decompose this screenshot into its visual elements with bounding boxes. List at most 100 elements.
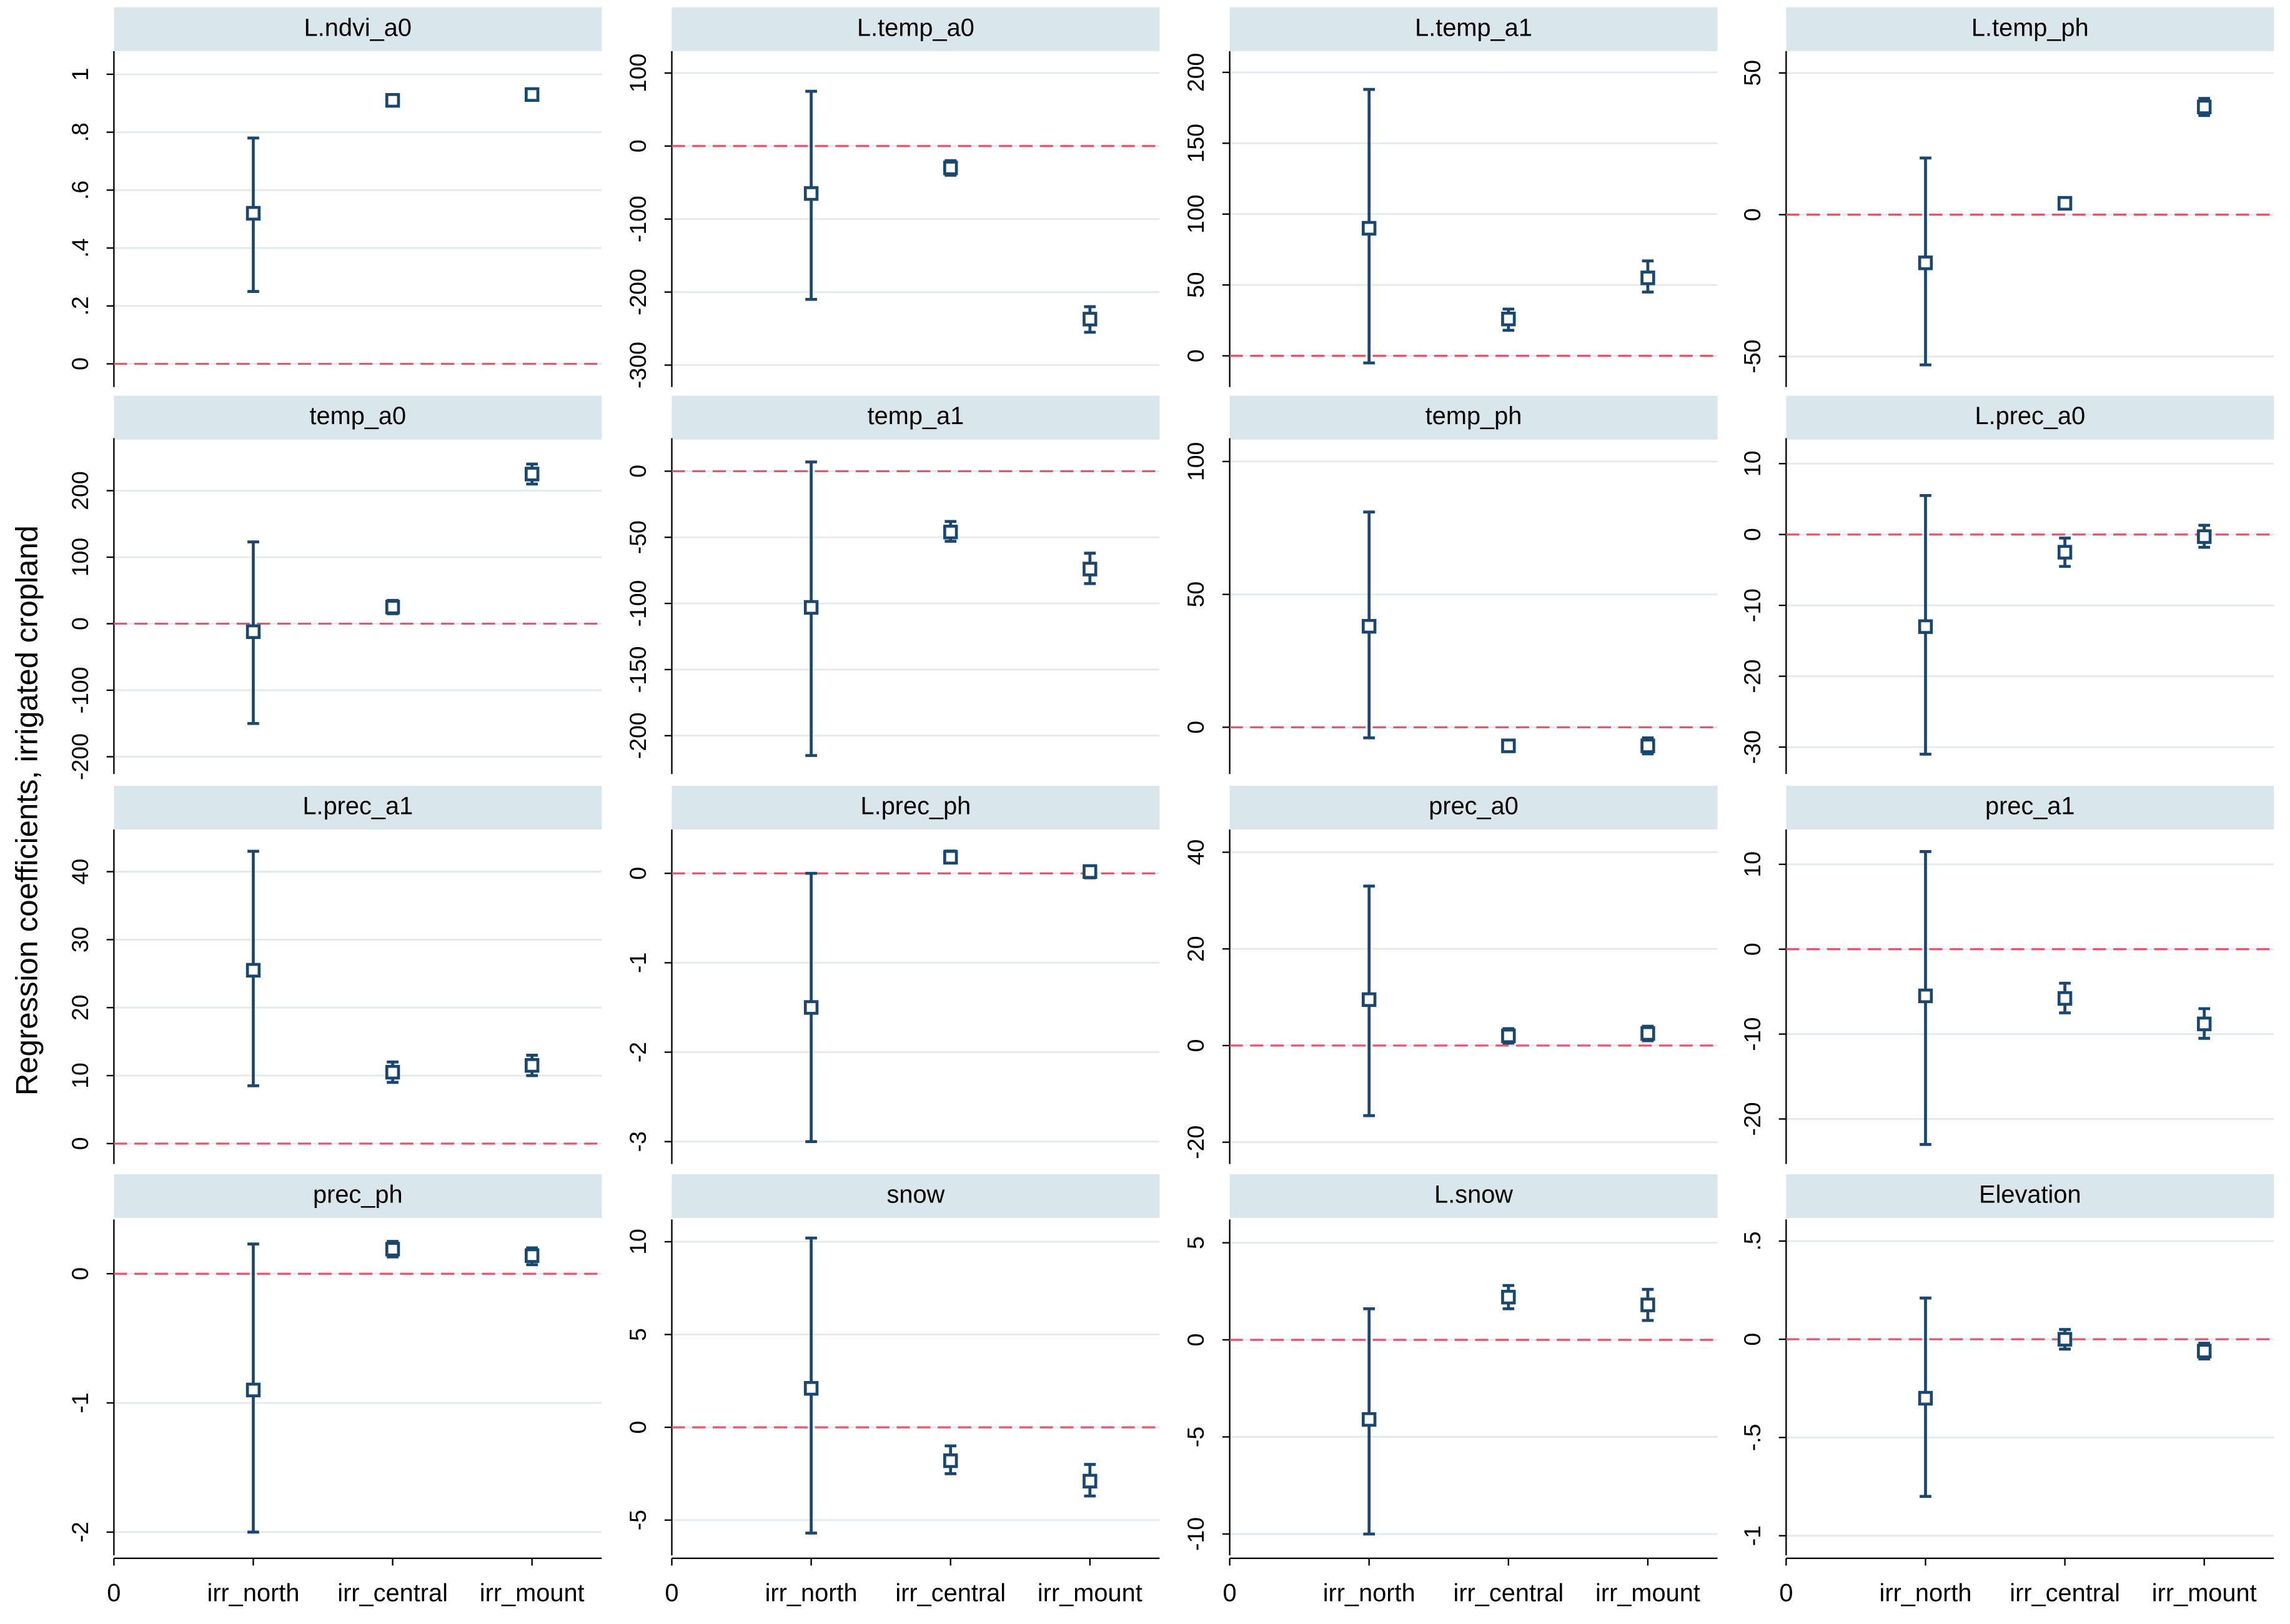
panel-title: L.prec_ph xyxy=(861,792,971,819)
panel-header xyxy=(114,785,602,830)
y-tick-label: 0 xyxy=(1182,1039,1209,1052)
point xyxy=(1501,1289,1516,1305)
y-tick-label: -5 xyxy=(625,1510,651,1530)
point xyxy=(1640,1026,1655,1041)
y-tick-label: 0 xyxy=(625,867,651,880)
y-tick-label: 10 xyxy=(1739,851,1765,878)
point xyxy=(1640,270,1655,285)
panel-header xyxy=(1786,395,2274,440)
panel-title: L.prec_a1 xyxy=(302,792,413,819)
panel-title: prec_a0 xyxy=(1429,792,1519,819)
y-tick-label: -50 xyxy=(625,520,651,554)
y-tick-label: -2 xyxy=(625,1042,651,1062)
y-tick-label: -100 xyxy=(67,667,93,714)
point xyxy=(525,1057,540,1073)
y-tick-label: -2 xyxy=(67,1522,93,1542)
y-tick-label: -100 xyxy=(625,580,651,627)
panel-title: prec_a1 xyxy=(1985,792,2075,819)
y-tick-label: .2 xyxy=(67,296,93,315)
x-tick-label: irr_north xyxy=(1880,1580,1972,1607)
y-tick-label: -5 xyxy=(1182,1427,1209,1447)
y-tick-label: -3 xyxy=(625,1131,651,1152)
point xyxy=(385,92,400,108)
point xyxy=(1640,1297,1655,1312)
panel-header xyxy=(672,395,1160,440)
y-tick-label: 0 xyxy=(1182,349,1209,362)
panel-header xyxy=(672,7,1160,51)
point xyxy=(943,161,958,176)
y-tick-label: -200 xyxy=(67,733,93,780)
y-tick-label: 0 xyxy=(67,1137,93,1150)
panel-header xyxy=(672,785,1160,830)
point xyxy=(2197,99,2212,114)
y-tick-label: 0 xyxy=(625,465,651,478)
y-tick-label: 100 xyxy=(67,538,93,577)
y-tick-label: -200 xyxy=(625,269,651,315)
y-tick-label: 0 xyxy=(67,357,93,370)
y-tick-label: 100 xyxy=(1182,195,1209,234)
y-axis-title: Regression coefficients, irrigated cropl… xyxy=(11,525,44,1096)
point xyxy=(1083,864,1098,879)
y-tick-label: 40 xyxy=(67,859,93,885)
y-tick-label: -20 xyxy=(1739,660,1765,693)
x-tick-label: irr_mount xyxy=(480,1580,585,1607)
y-tick-label: 10 xyxy=(67,1062,93,1089)
y-tick-label: 0 xyxy=(67,1267,93,1280)
point xyxy=(1918,255,1933,270)
x-tick-label: irr_north xyxy=(765,1580,858,1607)
panel-title: L.temp_ph xyxy=(1971,14,2089,41)
point xyxy=(1362,618,1377,634)
y-tick-label: -1 xyxy=(1739,1525,1765,1546)
y-tick-label: 0 xyxy=(1739,208,1765,221)
panel-header xyxy=(672,1174,1160,1218)
panel-header xyxy=(1786,1174,2274,1218)
y-tick-label: -10 xyxy=(1739,588,1765,622)
point xyxy=(803,1000,819,1015)
y-tick-label: -50 xyxy=(1739,340,1765,374)
y-tick-label: 5 xyxy=(625,1328,651,1341)
x-tick-label: 0 xyxy=(1223,1580,1237,1607)
point xyxy=(803,1381,819,1396)
y-tick-label: -30 xyxy=(1739,730,1765,764)
y-tick-label: 1 xyxy=(67,68,93,81)
y-tick-label: .6 xyxy=(67,181,93,200)
point xyxy=(2057,545,2073,560)
y-tick-label: 150 xyxy=(1182,124,1209,162)
panel-header xyxy=(1229,785,1718,830)
y-tick-label: -150 xyxy=(625,646,651,693)
x-tick-label: irr_north xyxy=(207,1580,299,1607)
point xyxy=(1083,312,1098,327)
y-tick-label: 0 xyxy=(1739,943,1765,956)
point xyxy=(245,1382,261,1398)
point xyxy=(943,849,958,865)
panel-title: prec_ph xyxy=(313,1181,403,1208)
point xyxy=(943,525,958,540)
point xyxy=(245,963,261,978)
y-tick-label: -1 xyxy=(67,1392,93,1413)
point xyxy=(385,1064,400,1080)
y-tick-label: .4 xyxy=(67,238,93,257)
panel-title: L.ndvi_a0 xyxy=(304,14,412,41)
panel-title: temp_a1 xyxy=(868,402,964,430)
panel-header xyxy=(114,7,602,51)
point xyxy=(1362,220,1377,236)
y-tick-label: -300 xyxy=(625,342,651,389)
point xyxy=(2197,529,2212,544)
point xyxy=(1362,1412,1377,1427)
point xyxy=(2057,1332,2073,1347)
y-tick-label: 30 xyxy=(67,927,93,953)
y-tick-label: 0 xyxy=(1182,721,1209,734)
panel-title: snow xyxy=(887,1181,945,1208)
y-tick-label: 0 xyxy=(1739,528,1765,541)
point xyxy=(2057,991,2073,1006)
y-tick-label: .8 xyxy=(67,122,93,142)
point xyxy=(1918,619,1933,634)
y-tick-label: 50 xyxy=(1739,60,1765,86)
panel-header xyxy=(114,1174,602,1218)
point xyxy=(2197,1344,2212,1359)
panel-header xyxy=(1229,7,1718,51)
y-tick-label: 50 xyxy=(1182,582,1209,608)
panel-title: L.snow xyxy=(1434,1181,1513,1208)
